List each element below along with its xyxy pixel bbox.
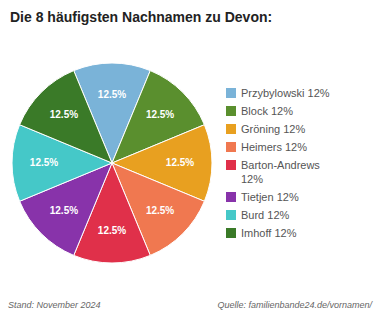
data-label: 12.5% xyxy=(50,109,78,120)
legend-label: Imhoff 12% xyxy=(241,227,297,239)
data-label: 12.5% xyxy=(98,89,126,100)
legend-swatch xyxy=(226,192,236,202)
legend-label: Barton-Andrews12% xyxy=(241,159,320,185)
data-label: 12.5% xyxy=(146,205,174,216)
annotation: Quelle: familienbande24.de/vornamen/ xyxy=(217,300,373,310)
legend-swatch xyxy=(226,228,236,238)
legend-label: Burd 12% xyxy=(241,209,290,221)
legend-label: Gröning 12% xyxy=(241,123,305,135)
legend-label: Tietjen 12% xyxy=(241,191,299,203)
legend-swatch xyxy=(226,124,236,134)
data-label: 12.5% xyxy=(146,109,174,120)
legend-label: Heimers 12% xyxy=(241,141,307,153)
legend-swatch xyxy=(226,88,236,98)
annotation: Stand: November 2024 xyxy=(8,300,101,310)
data-label: 12.5% xyxy=(166,157,194,168)
legend-label: Block 12% xyxy=(241,105,293,117)
legend-swatch xyxy=(226,142,236,152)
data-label: 12.5% xyxy=(30,157,58,168)
legend-swatch xyxy=(226,106,236,116)
data-label: 12.5% xyxy=(98,225,126,236)
legend: Przybylowski 12% Block 12% Gröning 12% Heim… xyxy=(226,87,330,239)
pie: 12.5% 12.5% 12.5% 12.5% 12.5% 12.5% 12.5% 12.5% xyxy=(12,63,212,263)
chart: Die 8 häufigsten Nachnamen zu Devon: 12.5… xyxy=(0,0,380,316)
legend-label: Przybylowski 12% xyxy=(241,87,330,99)
legend-swatch xyxy=(226,210,236,220)
title: Die 8 häufigsten Nachnamen zu Devon: xyxy=(10,9,272,25)
slice xyxy=(20,71,112,163)
legend-swatch xyxy=(226,160,236,170)
data-label: 12.5% xyxy=(50,205,78,216)
